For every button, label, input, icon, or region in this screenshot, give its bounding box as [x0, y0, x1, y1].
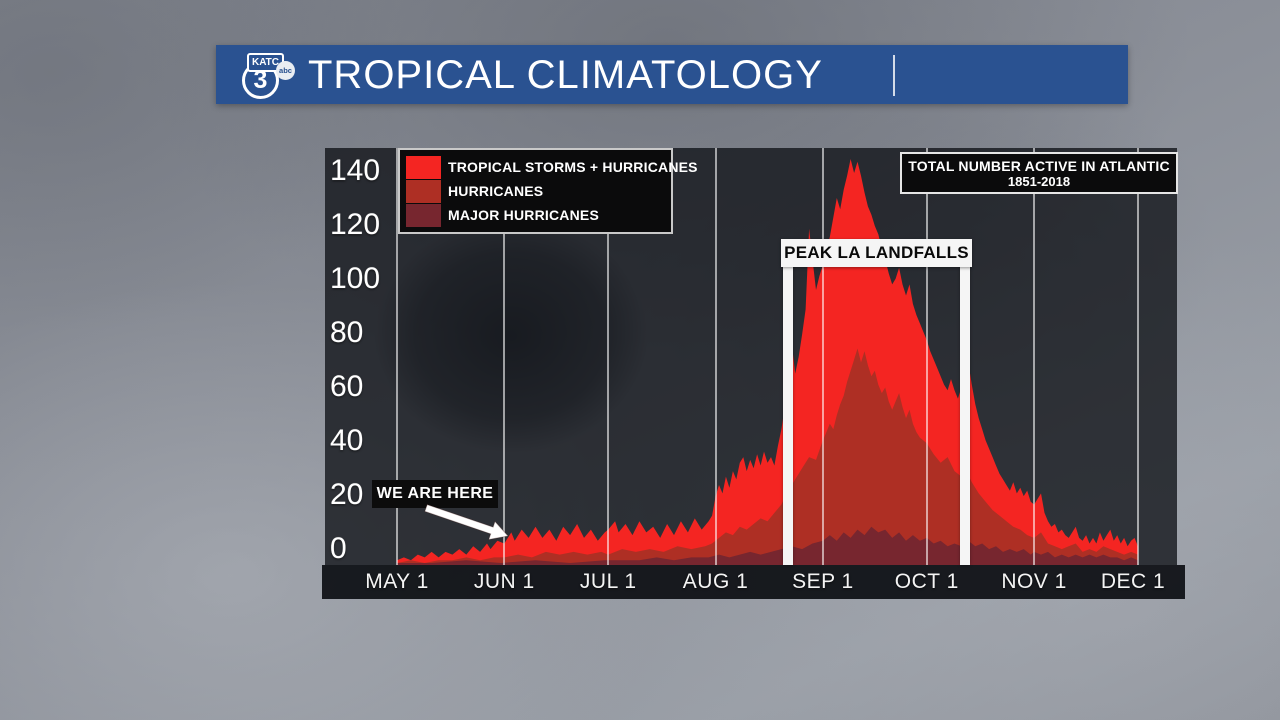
legend-swatch [406, 179, 441, 203]
station-logo: KATC 3 abc [242, 53, 302, 99]
y-tick-label: 80 [330, 316, 364, 349]
x-tick-label: OCT 1 [894, 570, 959, 593]
we-are-here-label: WE ARE HERE [372, 480, 498, 508]
legend-label: TROPICAL STORMS + HURRICANES [448, 159, 698, 175]
legend: TROPICAL STORMS + HURRICANES HURRICANES MA… [398, 148, 698, 234]
x-tick-label: AUG 1 [682, 570, 749, 593]
month-gridline [503, 148, 506, 565]
legend-label: HURRICANES [448, 183, 544, 199]
logo-katc-text: KATC [247, 53, 284, 72]
legend-swatch [406, 203, 441, 227]
legend-label: MAJOR HURRICANES [448, 207, 599, 223]
logo-abc-network-icon: abc [276, 61, 295, 80]
y-tick-label: 100 [330, 262, 381, 295]
month-gridline [821, 148, 824, 565]
area-series-0 [397, 159, 1138, 565]
legend-row: TROPICAL STORMS + HURRICANES [406, 155, 698, 179]
y-tick-label: 120 [330, 208, 381, 241]
y-tick-label: 40 [330, 424, 364, 457]
x-tick-label: JUN 1 [473, 570, 535, 593]
we-are-here-arrow [424, 503, 509, 541]
header-bar: KATC 3 abc TROPICAL CLIMATOLOGY [216, 45, 1128, 104]
peak-landfalls-bracket-left [783, 266, 794, 565]
climatology-area-chart [397, 159, 1138, 565]
x-tick-label: MAY 1 [365, 570, 429, 593]
y-tick-label: 60 [330, 370, 364, 403]
page-title: TROPICAL CLIMATOLOGY [308, 53, 823, 97]
legend-swatch [406, 155, 441, 179]
x-tick-label: JUL 1 [579, 570, 637, 593]
month-gridline [925, 148, 928, 565]
header-divider [893, 55, 895, 96]
y-tick-label: 20 [330, 478, 364, 511]
chart-title-box: TOTAL NUMBER ACTIVE IN ATLANTIC 1851-201… [900, 152, 1178, 194]
area-series-2 [397, 526, 1138, 565]
peak-landfalls-bracket-right [959, 266, 970, 565]
chart-title-line1: TOTAL NUMBER ACTIVE IN ATLANTIC [908, 157, 1170, 174]
legend-row: HURRICANES [406, 179, 665, 203]
month-gridline [396, 148, 398, 565]
y-tick-label: 140 [330, 154, 381, 187]
x-tick-label: SEP 1 [792, 570, 854, 593]
legend-row: MAJOR HURRICANES [406, 203, 665, 227]
month-gridline [1033, 148, 1036, 565]
area-series-1 [397, 348, 1138, 565]
month-gridline [1137, 148, 1139, 565]
x-axis-bar [322, 565, 1185, 599]
x-tick-label: NOV 1 [1001, 570, 1067, 593]
y-tick-label: 0 [330, 532, 347, 565]
chart-title-line2: 1851-2018 [1007, 173, 1071, 189]
x-tick-label: DEC 1 [1100, 570, 1166, 593]
month-gridline [607, 148, 610, 565]
peak-landfalls-label: PEAK LA LANDFALLS [781, 239, 972, 267]
month-gridline [714, 148, 717, 565]
